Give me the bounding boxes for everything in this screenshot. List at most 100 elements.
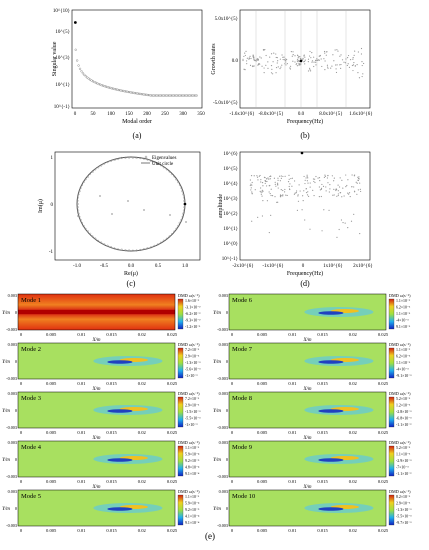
d-point (305, 177, 307, 179)
b-point (299, 64, 301, 66)
colorbar-tick: -6.2×10⁻² (185, 312, 201, 316)
d-point (313, 180, 315, 183)
b-point (283, 59, 285, 61)
b-xtick-1: -8.0x10^{5} (258, 112, 283, 117)
mode-xtick: 0.01 (288, 479, 297, 484)
d-point (288, 185, 290, 188)
d-point (328, 209, 330, 211)
d-point (268, 178, 270, 180)
d-point (291, 185, 293, 187)
b-point (243, 68, 245, 70)
c-point (175, 227, 178, 230)
b-point (244, 52, 246, 54)
d-point (318, 186, 320, 188)
a-point (153, 94, 157, 97)
panel-d-frame (239, 151, 371, 261)
d-point (280, 175, 282, 177)
b-point (275, 53, 277, 55)
mode-xtick: 0.005 (257, 381, 268, 386)
colorbar-tick: 4.1×10⁻⁴ (185, 515, 200, 519)
mode-structure (318, 409, 344, 413)
b-point (309, 70, 312, 72)
d-point (342, 221, 344, 224)
b-point (307, 70, 310, 72)
mode-frame (17, 489, 176, 527)
d-point (332, 194, 334, 196)
mode-xtick: 0.005 (46, 528, 57, 532)
mode-ytick: 0 (15, 408, 17, 413)
d-point (331, 175, 333, 177)
colorbar-tick: -1.3×10⁻³ (185, 361, 201, 365)
d-point (277, 187, 279, 189)
mode-ytick: 0 (226, 457, 228, 462)
d-point (307, 182, 309, 184)
b-point (261, 65, 263, 67)
mode-xtick: 0.005 (46, 430, 57, 435)
c-point (181, 215, 184, 218)
a-point (140, 93, 144, 96)
b-point (309, 69, 311, 71)
mode-xtick: 0.025 (167, 479, 178, 484)
d-point (335, 188, 337, 191)
panel-c-legend: Eigenvalues Unit circle (141, 155, 176, 167)
mode-structure (318, 458, 344, 462)
b-point (363, 62, 365, 65)
c-point (117, 158, 120, 161)
b-point (281, 54, 283, 56)
colorbar-title: DMD ω(s⁻¹) (389, 342, 411, 347)
d-point (337, 190, 339, 192)
d-point (320, 188, 322, 191)
b-point (337, 50, 339, 52)
b-point (244, 54, 246, 57)
mode-xtick: 0.025 (378, 528, 389, 532)
b-point (356, 64, 358, 66)
d-point (301, 209, 303, 211)
b-point (326, 64, 329, 66)
a-point (192, 94, 195, 97)
c-point (175, 178, 178, 181)
d-point (270, 214, 272, 216)
d-point (303, 190, 305, 192)
b-point (270, 72, 273, 74)
b-point (258, 63, 260, 65)
c-point (165, 168, 168, 171)
d-point (251, 192, 253, 194)
c-point (177, 224, 180, 227)
b-point (309, 67, 311, 69)
mode-ytick: 0 (15, 457, 17, 462)
a-point (161, 94, 164, 97)
c-point (79, 187, 82, 190)
b-point (276, 57, 278, 59)
colorbar-title: DMD ω(s⁻¹) (178, 293, 200, 298)
b-point (313, 65, 315, 68)
c-point (76, 199, 79, 202)
mode-structure (318, 360, 344, 364)
b-point (299, 56, 301, 58)
c-point (162, 166, 165, 169)
d-point (357, 176, 359, 178)
d-point (338, 228, 340, 231)
b-point (282, 58, 284, 61)
d-point (251, 181, 253, 184)
mode-xtick: 0.02 (349, 332, 358, 337)
d-point (309, 228, 311, 230)
panel-d-xlabel: Frequency(Hz) (287, 270, 323, 277)
c-xtick-2: 0.0 (128, 264, 135, 269)
mode-ylabel: Y/m (213, 409, 221, 414)
panel-d-yticks: 10^{6} 10^{5} 10^{4} 10^{3} 10^{2} 10^{1… (222, 152, 238, 262)
c-point (153, 161, 156, 164)
a-point (83, 73, 86, 76)
a-point (163, 94, 167, 97)
c-point (177, 181, 180, 184)
b-point (318, 55, 320, 57)
d-xtick-4: 2x10^{6} (353, 264, 373, 269)
d-point (251, 184, 253, 186)
colorbar (388, 396, 395, 428)
b-point (275, 72, 277, 74)
mode-xtick: 0.015 (106, 479, 117, 484)
d-point (286, 194, 288, 197)
mode-xtick: 0.01 (288, 381, 297, 386)
mode-xtick: 0.02 (138, 332, 147, 337)
b-point (339, 64, 341, 66)
